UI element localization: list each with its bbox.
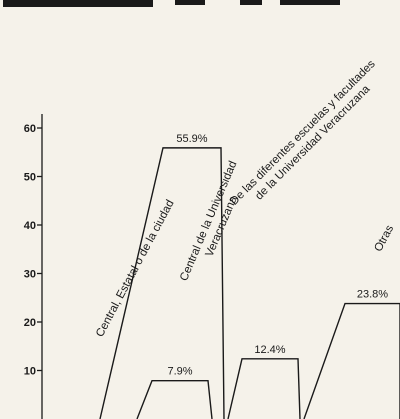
bar <box>136 379 213 419</box>
bar <box>99 147 225 419</box>
category-label: Otras <box>372 223 396 254</box>
category-labels: Central, Estatal o de la ciudad Central d… <box>94 58 396 339</box>
bar <box>303 302 400 419</box>
category-label-line: de la Universidad Veracruzana <box>253 83 373 203</box>
y-tick-label: 60 <box>24 123 36 135</box>
category-label-line: De las diferentes escuelas y facultades <box>228 58 378 208</box>
bar <box>227 358 301 419</box>
category-label-line: Central, Estatal o de la ciudad <box>94 198 177 339</box>
y-tick-label: 10 <box>24 366 36 378</box>
category-label: Central de la UniversidadVeracruzana <box>178 159 252 288</box>
y-tick-label: 30 <box>24 269 36 281</box>
data-label: 7.9% <box>167 366 192 378</box>
value-labels: 55.9% 7.9% 12.4% 23.8% <box>167 133 388 378</box>
data-label: 55.9% <box>176 133 207 145</box>
top-marks <box>3 0 340 7</box>
category-label: De las diferentes escuelas y facultadesd… <box>228 58 388 218</box>
data-label: 23.8% <box>357 289 388 301</box>
category-label-line: Otras <box>372 223 396 254</box>
y-tick-label: 20 <box>24 317 36 329</box>
y-tick-label: 50 <box>24 172 36 184</box>
bars <box>99 147 400 419</box>
y-tick-label: 40 <box>24 220 36 232</box>
y-axis: 10 20 30 40 50 60 <box>24 114 43 419</box>
category-label: Central, Estatal o de la ciudad <box>94 198 177 339</box>
data-label: 12.4% <box>254 344 285 356</box>
